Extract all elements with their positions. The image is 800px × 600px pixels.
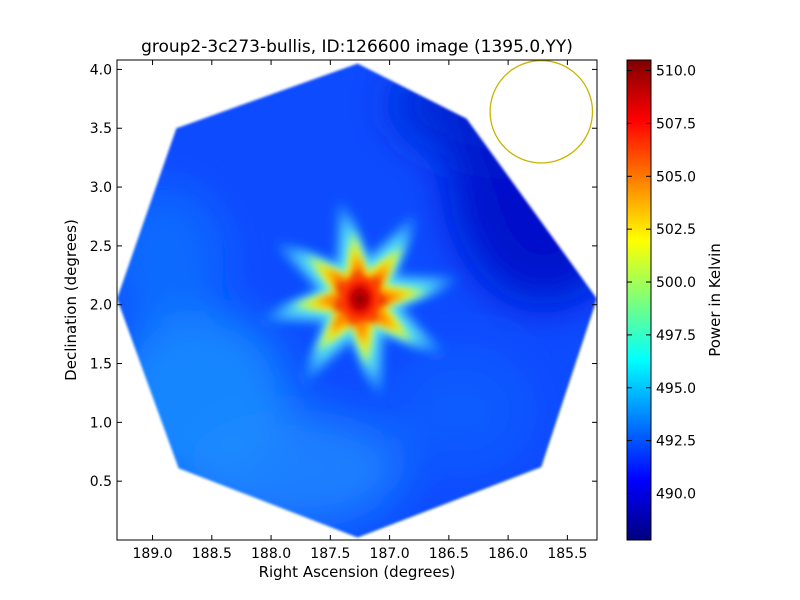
x-tick-label: 185.5 (547, 546, 587, 562)
colorbar-tick-label: 507.5 (656, 116, 696, 132)
y-tick-label: 0.5 (90, 474, 112, 490)
x-tick-label: 188.0 (251, 546, 291, 562)
colorbar-axis: 490.0 492.5 495.0 497.5 500.0 502.5 505.0 507.5… (627, 64, 696, 502)
y-tick-label: 3.0 (90, 180, 112, 196)
beam-marker-circle (489, 59, 594, 164)
x-tick-label: 186.5 (429, 546, 469, 562)
y-tick-label: 1.5 (90, 357, 112, 373)
y-tick-label: 3.5 (90, 121, 112, 137)
colorbar-tick-label: 500.0 (656, 275, 696, 291)
colorbar (626, 59, 652, 541)
colorbar-tick-label: 502.5 (656, 222, 696, 238)
y-tick-label: 2.5 (90, 239, 112, 255)
colorbar-tick-label: 495.0 (656, 381, 696, 397)
x-axis-label: Right Ascension (degrees) (259, 563, 456, 581)
x-tick-label: 187.0 (370, 546, 410, 562)
colorbar-tick-label: 505.0 (656, 169, 696, 185)
x-tick-label: 188.5 (192, 546, 232, 562)
colorbar-label: Power in Kelvin (706, 243, 724, 357)
y-axis-label: Declination (degrees) (62, 219, 80, 381)
y-tick-label: 2.0 (90, 298, 112, 314)
y-tick-label: 1.0 (90, 415, 112, 431)
x-axis: 189.0 188.5 188.0 187.5 187.0 186.5 186.0 185.5 (133, 60, 587, 562)
x-tick-label: 187.5 (310, 546, 350, 562)
axes-frame (116, 59, 598, 541)
field-of-view (117, 63, 597, 538)
colorbar-tick-label: 492.5 (656, 434, 696, 450)
x-tick-label: 186.0 (488, 546, 528, 562)
source-emission (262, 200, 458, 397)
y-axis: 0.5 1.0 1.5 2.0 2.5 3.0 3.5 4.0 (90, 62, 597, 490)
x-tick-label: 189.0 (133, 546, 173, 562)
colorbar-tick-label: 497.5 (656, 328, 696, 344)
colorbar-tick-label: 510.0 (656, 64, 696, 80)
y-tick-label: 4.0 (90, 62, 112, 78)
chart-title: group2-3c273-bullis, ID:126600 image (13… (141, 37, 573, 57)
colorbar-tick-label: 490.0 (656, 486, 696, 502)
heatmap-image (117, 63, 597, 538)
